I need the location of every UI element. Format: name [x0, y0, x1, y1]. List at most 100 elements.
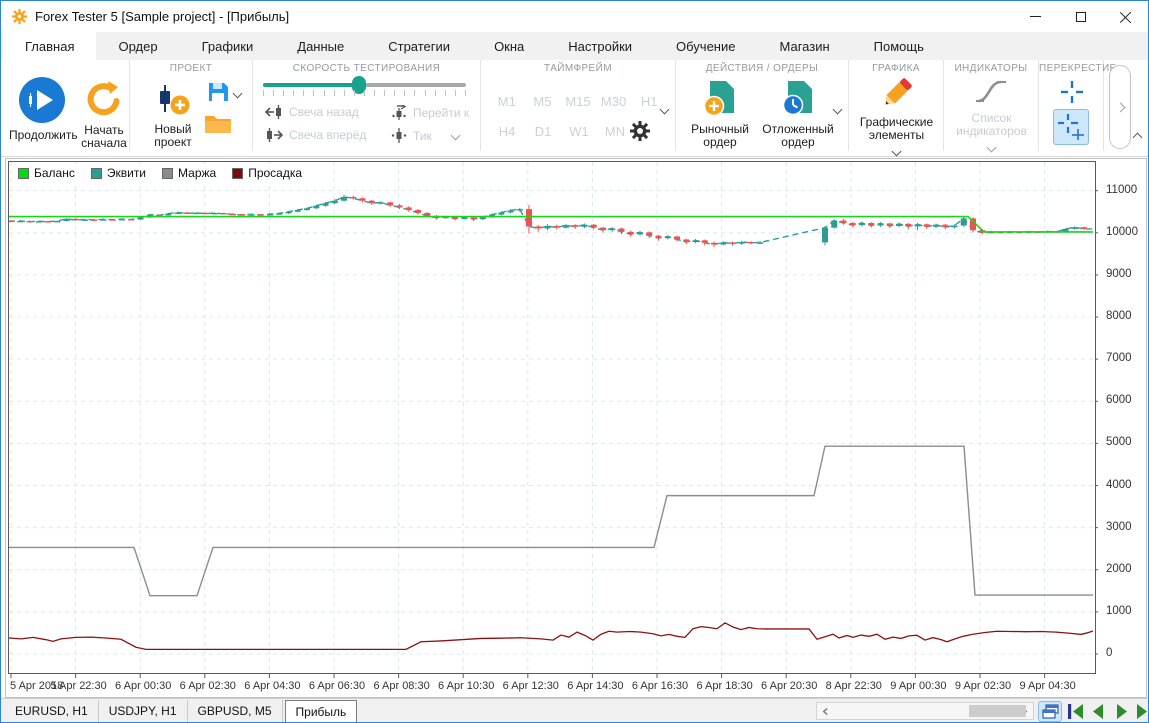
indicator-list-button[interactable]: Список индикаторов — [948, 77, 1035, 156]
graphic-elements-button[interactable]: Графические элементы — [853, 75, 940, 160]
candle-body — [91, 219, 98, 221]
menu-tab-5[interactable]: Окна — [494, 38, 525, 54]
next-chart-button[interactable] — [1115, 703, 1129, 722]
chevron-right-icon — [1115, 102, 1125, 112]
slider-tick — [414, 90, 416, 96]
open-project-button[interactable] — [204, 112, 232, 139]
timeframe-h1[interactable]: H1 — [640, 94, 658, 109]
candle-body — [378, 202, 384, 204]
candle-body — [239, 214, 246, 216]
timeframe-m30[interactable]: M30 — [600, 94, 627, 109]
minimize-button[interactable] — [1013, 1, 1058, 32]
menu-tab-2[interactable]: Графики — [201, 38, 254, 54]
save-options-chevron[interactable] — [232, 84, 243, 102]
menu-tab-1[interactable]: Ордер — [118, 38, 158, 54]
menu-tab-9[interactable]: Помощь — [873, 38, 924, 54]
legend-label: Маржа — [178, 166, 217, 180]
candle-body — [128, 219, 135, 221]
restart-button[interactable]: Начать сначала — [79, 79, 129, 150]
candle-body — [618, 228, 625, 232]
candle-body — [285, 211, 292, 214]
orders-more-chevron[interactable] — [832, 100, 843, 118]
tick-button[interactable]: Тик — [391, 128, 461, 143]
close-button[interactable] — [1103, 1, 1148, 32]
profit-chart[interactable] — [8, 161, 1098, 679]
indicators-group-header: ИНДИКАТОРЫ — [954, 63, 1028, 74]
candle-body — [304, 208, 310, 210]
menu-tab-4[interactable]: Стратегии — [388, 38, 451, 54]
timeframe-m5[interactable]: M5 — [533, 94, 552, 109]
candle-body — [461, 217, 468, 219]
menu-tab-7[interactable]: Обучение — [676, 38, 736, 54]
new-project-button[interactable]: Новый проект — [144, 82, 202, 149]
candle-forward-button[interactable]: Свеча вперёд — [265, 128, 366, 142]
last-chart-button[interactable] — [1135, 703, 1148, 722]
x-axis-label: 6 Apr 06:30 — [308, 680, 366, 692]
candle-body — [877, 223, 884, 226]
scroll-left-icon[interactable] — [822, 708, 829, 715]
slider-tick — [454, 90, 456, 96]
candle-body — [220, 213, 227, 215]
ribbon-group-actions: ДЕЙСТВИЯ / ОРДЕРЫ Рыночный ордер Отложе — [676, 60, 849, 151]
slider-tick — [464, 90, 466, 96]
candle-body — [905, 223, 912, 227]
candle-body — [544, 225, 551, 229]
window-title: Forex Tester 5 [Sample project] - [Прибы… — [35, 9, 290, 24]
candle-body — [692, 240, 699, 242]
timeframe-settings-button[interactable] — [629, 120, 651, 147]
chart-tab-1[interactable]: USDJPY, H1 — [99, 700, 188, 722]
ribbon-collapse-button[interactable] — [1132, 128, 1148, 143]
pending-order-button[interactable]: Отложенный ордер — [760, 80, 836, 149]
candle-body — [553, 225, 560, 228]
candle-back-button[interactable]: Свеча назад — [265, 105, 359, 119]
candle-body — [590, 224, 597, 228]
chart-tab-2[interactable]: GBPUSD, M5 — [188, 700, 283, 722]
chart-tab-0[interactable]: EURUSD, H1 — [5, 700, 99, 722]
save-project-button[interactable] — [206, 80, 230, 109]
graphics-group-header: ГРАФИКА — [872, 63, 920, 74]
speed-slider-thumb[interactable] — [352, 76, 366, 94]
timeframe-more-chevron[interactable] — [659, 100, 670, 118]
candle-body — [415, 209, 421, 213]
timeframe-d1[interactable]: D1 — [534, 124, 552, 139]
candle-body — [729, 242, 736, 244]
candle-body — [868, 223, 875, 226]
timeframe-m1[interactable]: M1 — [497, 94, 516, 109]
candle-body — [248, 214, 255, 216]
menu-tab-0[interactable]: Главная — [3, 32, 97, 60]
timeframe-m15[interactable]: M15 — [565, 94, 591, 109]
maximize-button[interactable] — [1058, 1, 1103, 32]
menu-tab-6[interactable]: Настройки — [568, 38, 633, 54]
continue-button[interactable]: Продолжить — [9, 76, 78, 142]
menu-tab-3[interactable]: Данные — [297, 38, 345, 54]
horizontal-scrollbar[interactable] — [816, 702, 1034, 720]
timeframe-h4[interactable]: H4 — [498, 124, 516, 139]
candle-forward-label: Свеча вперёд — [289, 128, 367, 142]
scrollbar-thumb[interactable] — [969, 705, 1026, 717]
timeframe-w1[interactable]: W1 — [569, 124, 589, 139]
crosshair-sync-button[interactable] — [1053, 109, 1089, 145]
candle-body — [470, 217, 477, 220]
legend-item: Просадка — [232, 166, 302, 180]
minimize-icon — [1030, 16, 1041, 17]
window-list-button[interactable] — [1038, 701, 1062, 722]
bottom-tab-bar: EURUSD, H1 USDJPY, H1 GBPUSD, M5 Прибыль — [1, 698, 1148, 722]
ribbon-expand-button[interactable] — [1109, 65, 1131, 149]
previous-chart-button[interactable] — [1091, 703, 1105, 722]
crosshair-button[interactable] — [1060, 80, 1084, 109]
jump-to-button[interactable]: Перейти к — [391, 105, 469, 120]
candle-body — [914, 224, 921, 227]
chart-tab-3[interactable]: Прибыль — [284, 700, 358, 722]
candle-body — [516, 209, 523, 211]
x-axis-label: 9 Apr 00:30 — [890, 680, 947, 692]
timeframe-mn[interactable]: MN — [604, 124, 626, 139]
save-icon — [209, 83, 228, 101]
speed-slider[interactable] — [263, 76, 466, 94]
first-chart-button[interactable] — [1067, 703, 1085, 722]
tick-label: Тик — [413, 128, 432, 143]
tick-options-chevron-icon[interactable] — [450, 130, 461, 141]
menu-tab-8[interactable]: Магазин — [779, 38, 830, 54]
candle-body — [109, 219, 116, 221]
market-order-button[interactable]: Рыночный ордер — [686, 80, 754, 149]
